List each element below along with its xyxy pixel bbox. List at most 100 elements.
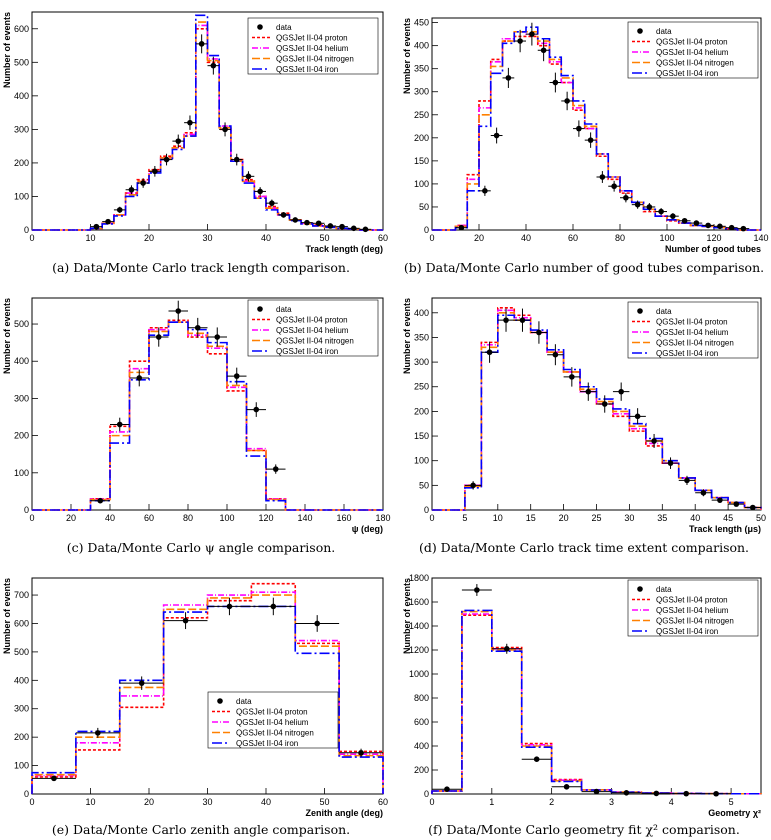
- data-point-b: [705, 222, 711, 229]
- legend-label-a: QGSJet II-04 iron: [276, 65, 338, 74]
- caption-e: (e) Data/Monte Carlo zenith angle compar…: [52, 822, 350, 837]
- data-point-a: [327, 223, 334, 229]
- y-tick-label-b: 50: [419, 202, 429, 212]
- data-point-a: [269, 200, 275, 206]
- x-tick-label-e: 20: [144, 797, 154, 807]
- data-point-d: [667, 460, 674, 466]
- data-point-e: [95, 730, 101, 736]
- data-point-b: [611, 183, 617, 190]
- y-axis-title-d: Number of events: [402, 298, 412, 374]
- y-tick-label-d: 200: [414, 406, 429, 416]
- series-iron-f: [431, 609, 762, 795]
- data-point-f: [563, 784, 570, 790]
- chart-f: 0 1 2 3 4 5 0 200 400 600 800 1000 1200 1400 1600 1800 G…: [402, 573, 762, 818]
- x-axis-title-e: Zenith angle (deg): [306, 808, 384, 818]
- data-point-c: [233, 373, 240, 379]
- data-point-a: [350, 225, 357, 232]
- y-tick-label-f: 400: [414, 741, 429, 751]
- legend-box-d: [627, 301, 759, 359]
- y-tick-label-f: 600: [414, 717, 429, 727]
- y-tick-label-f: 1000: [409, 669, 429, 679]
- data-point-e: [138, 680, 145, 686]
- data-point-b: [505, 75, 512, 81]
- legend-label-d: QGSJet II-04 iron: [656, 349, 718, 358]
- data-point-b: [529, 31, 535, 37]
- legend-marker-data-e: [217, 698, 223, 704]
- legend-label-a: QGSJet II-04 nitrogen: [276, 55, 354, 64]
- y-tick-label-e: 500: [14, 647, 29, 657]
- legend-label-e: QGSJet II-04 proton: [236, 708, 308, 717]
- data-point-b: [540, 47, 547, 54]
- y-tick-label-e: 700: [14, 590, 29, 600]
- legend-label-e: QGSJet II-04 helium: [236, 718, 309, 727]
- x-tick-label-b: 100: [659, 233, 674, 243]
- y-tick-label-a: 0: [24, 225, 29, 235]
- x-tick-label-d: 0: [429, 513, 434, 523]
- data-point-d: [601, 401, 608, 407]
- y-tick-label-d: 250: [414, 382, 429, 392]
- x-tick-label-e: 50: [319, 797, 329, 807]
- data-point-b: [517, 38, 523, 44]
- y-tick-label-a: 500: [14, 57, 29, 67]
- y-tick-label-d: 300: [414, 357, 429, 367]
- x-tick-label-a: 10: [85, 233, 95, 243]
- chart-c: 0 20 40 60 80 100 120 140 160 180 0 100 200 300 400 500…: [2, 297, 391, 534]
- legend-box-f: [627, 579, 759, 637]
- x-axis-title-d: Track length (μs): [689, 524, 761, 534]
- y-tick-label-c: 0: [24, 505, 29, 515]
- legend-label-e: QGSJet II-04 nitrogen: [236, 729, 314, 738]
- x-tick-label-f: 1: [489, 797, 494, 807]
- y-tick-label-d: 0: [424, 505, 429, 515]
- data-point-f: [593, 788, 600, 795]
- legend-box-b: [627, 21, 759, 79]
- legend-label-b: QGSJet II-04 proton: [656, 38, 728, 47]
- y-tick-label-b: 450: [414, 18, 429, 28]
- caption-c: (c) Data/Monte Carlo ψ angle comparison.: [67, 540, 336, 555]
- x-tick-label-e: 0: [29, 797, 34, 807]
- x-tick-label-b: 40: [521, 233, 531, 243]
- y-tick-label-f: 1600: [409, 597, 429, 607]
- caption-d: (d) Data/Monte Carlo track time extent c…: [419, 540, 749, 555]
- caption-a-text: (a) Data/Monte Carlo track length compar…: [52, 260, 350, 275]
- x-tick-label-c: 100: [219, 513, 234, 523]
- data-point-d: [486, 349, 493, 356]
- y-tick-label-b: 150: [414, 156, 429, 166]
- legend-label-c: QGSJet II-04 proton: [276, 316, 348, 325]
- data-point-c: [116, 421, 123, 428]
- legend-label-b: QGSJet II-04 iron: [656, 69, 718, 78]
- chart-b: 0 20 40 60 80 100 120 140 0 50 100 150 200 250 300 350 4…: [402, 17, 769, 254]
- y-tick-label-c: 500: [14, 319, 29, 329]
- series-proton-e: [31, 582, 384, 794]
- x-tick-label-f: 4: [669, 797, 674, 807]
- data-point-a: [140, 180, 146, 186]
- y-axis-title-a: Number of events: [2, 12, 12, 88]
- data-point-e: [270, 603, 277, 610]
- data-point-d: [749, 504, 756, 511]
- x-axis-title-c: ψ (deg): [352, 524, 383, 534]
- x-tick-label-c: 0: [29, 513, 34, 523]
- y-tick-label-c: 200: [14, 431, 29, 441]
- data-point-d: [585, 388, 592, 395]
- y-tick-label-e: 400: [14, 675, 29, 685]
- plot-frame-e: [31, 577, 384, 795]
- legend-marker-data-d: [637, 308, 643, 314]
- data-point-d: [700, 489, 707, 496]
- data-point-a: [175, 138, 182, 144]
- data-point-a: [93, 223, 100, 230]
- data-point-a: [116, 207, 123, 213]
- legend-box-c: [247, 299, 379, 357]
- x-tick-label-a: 30: [202, 233, 212, 243]
- y-tick-label-e: 600: [14, 618, 29, 628]
- x-tick-label-d: 50: [756, 513, 766, 523]
- y-tick-label-f: 800: [414, 693, 429, 703]
- x-tick-label-c: 40: [105, 513, 115, 523]
- data-point-d: [733, 501, 740, 507]
- x-tick-label-d: 10: [493, 513, 503, 523]
- y-tick-label-b: 300: [414, 87, 429, 97]
- data-point-f: [503, 646, 510, 652]
- y-tick-label-e: 300: [14, 704, 29, 714]
- legend-label-a: QGSJet II-04 proton: [276, 34, 348, 43]
- x-tick-label-b: 140: [753, 233, 768, 243]
